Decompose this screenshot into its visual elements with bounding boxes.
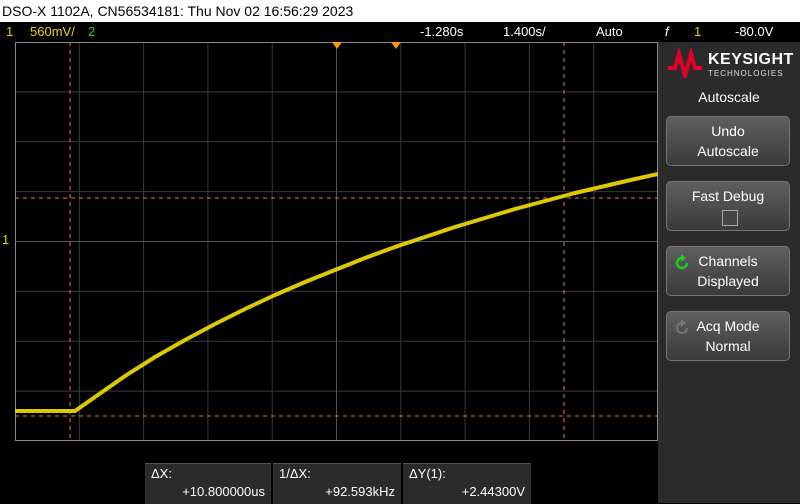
ch1-ground-marker[interactable]: 1 — [2, 232, 10, 247]
delay-marker — [391, 42, 401, 49]
menu-title: Autoscale — [698, 89, 760, 105]
delta-x-value: +10.800000us — [182, 484, 265, 499]
undo-autoscale-button[interactable]: Undo Autoscale — [666, 116, 790, 166]
delta-x-measurement[interactable]: ΔX: +10.800000us — [145, 463, 271, 504]
acq-mode-label-1: Acq Mode — [696, 318, 760, 334]
fast-debug-checkbox[interactable] — [722, 210, 738, 226]
acq-mode-button[interactable]: Acq Mode Normal — [666, 311, 790, 361]
brand-name: KEYSIGHT — [708, 51, 794, 68]
inverse-delta-x-label: 1/ΔX: — [279, 466, 311, 481]
trigger-channel[interactable]: 1 — [694, 24, 702, 39]
delta-y-measurement[interactable]: ΔY(1): +2.44300V — [403, 463, 531, 504]
waveform-display[interactable]: 1 — [2, 42, 658, 441]
rotate-knob-icon — [675, 254, 689, 270]
time-scale[interactable]: 1.400s/ — [503, 24, 546, 39]
trigger-edge-icon: f — [665, 24, 669, 39]
delta-y-value: +2.44300V — [461, 484, 525, 499]
inverse-delta-x-measurement[interactable]: 1/ΔX: +92.593kHz — [273, 463, 401, 504]
softkey-menu-panel: KEYSIGHT TECHNOLOGIES Autoscale Undo Aut… — [658, 42, 800, 503]
ch1-waveform — [15, 172, 658, 413]
ch1-number[interactable]: 1 — [6, 24, 14, 39]
keysight-wave-icon — [668, 46, 702, 84]
undo-autoscale-label-1: Undo — [711, 123, 745, 139]
ch2-number[interactable]: 2 — [88, 24, 96, 39]
trigger-position-marker — [332, 42, 342, 49]
trigger-mode[interactable]: Auto — [596, 24, 623, 39]
keysight-logo: KEYSIGHT TECHNOLOGIES — [666, 46, 796, 84]
brand-sub: TECHNOLOGIES — [708, 69, 784, 78]
graticule-axes — [15, 42, 658, 441]
channels-label-2: Displayed — [697, 273, 759, 289]
fast-debug-label: Fast Debug — [691, 188, 765, 204]
time-offset[interactable]: -1.280s — [420, 24, 464, 39]
channels-label-1: Channels — [698, 253, 758, 269]
ch1-scale[interactable]: 560mV/ — [30, 24, 75, 39]
rotate-knob-icon-disabled — [676, 319, 688, 334]
measurement-bar: ΔX: +10.800000us 1/ΔX: +92.593kHz ΔY(1):… — [0, 441, 658, 504]
delta-y-label: ΔY(1): — [409, 466, 446, 481]
fast-debug-button[interactable]: Fast Debug — [666, 181, 790, 231]
trigger-level[interactable]: -80.0V — [735, 24, 774, 39]
measurement-cursors — [15, 42, 658, 441]
window-title: DSO-X 1102A, CN56534181: Thu Nov 02 16:5… — [0, 0, 800, 22]
acq-mode-label-2: Normal — [705, 338, 751, 354]
channels-displayed-button[interactable]: Channels Displayed — [666, 246, 790, 296]
status-bar: 1 560mV/ 2 -1.280s 1.400s/ Auto f 1 -80.… — [0, 22, 800, 42]
delta-x-label: ΔX: — [151, 466, 172, 481]
inverse-delta-x-value: +92.593kHz — [325, 484, 395, 499]
undo-autoscale-label-2: Autoscale — [697, 143, 759, 159]
